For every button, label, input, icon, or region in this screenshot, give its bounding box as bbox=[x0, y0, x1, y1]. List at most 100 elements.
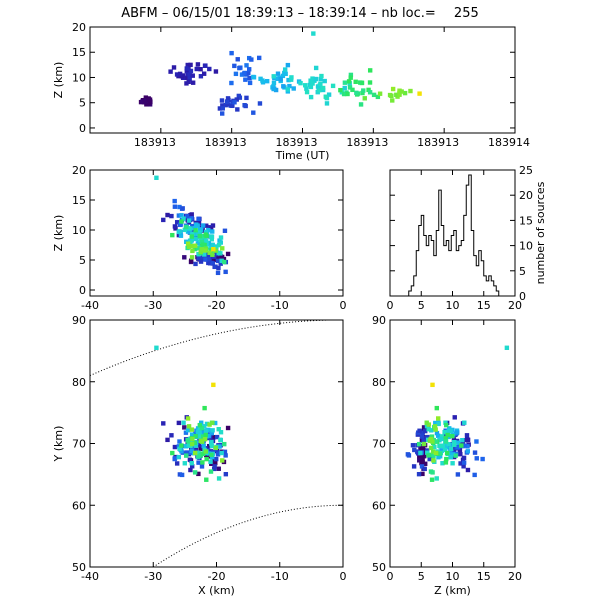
z-y-point bbox=[419, 464, 425, 469]
time-point bbox=[366, 87, 371, 93]
x-z-point bbox=[178, 233, 184, 238]
z-y-point bbox=[436, 455, 441, 460]
x-y-point bbox=[208, 459, 213, 464]
time-point bbox=[399, 89, 404, 94]
x-z-point bbox=[196, 246, 201, 251]
z-y-point bbox=[429, 428, 434, 433]
time-point bbox=[287, 83, 292, 89]
time-point bbox=[360, 90, 365, 96]
time-point bbox=[281, 84, 286, 89]
z-y-point bbox=[432, 444, 437, 450]
time-point bbox=[311, 31, 316, 36]
z-y-point bbox=[451, 437, 457, 442]
x-y-point bbox=[210, 428, 215, 433]
z-y-point bbox=[480, 456, 485, 462]
time-point bbox=[194, 66, 199, 72]
time-point bbox=[285, 87, 291, 92]
z-y-point bbox=[457, 447, 463, 453]
z-y-point bbox=[420, 459, 425, 465]
x-z-point bbox=[204, 223, 209, 228]
x-y-point bbox=[210, 455, 215, 460]
x-y-point bbox=[223, 453, 228, 458]
time-point bbox=[275, 76, 280, 81]
x-y-point bbox=[186, 424, 192, 429]
x-z-point bbox=[197, 255, 202, 260]
x-z-point bbox=[189, 234, 194, 239]
x-y-point bbox=[196, 471, 201, 477]
x-y-point bbox=[202, 405, 207, 411]
x-y-point bbox=[169, 433, 174, 438]
x-z-point bbox=[218, 261, 223, 266]
figure-title: ABFM – 06/15/01 18:39:13 – 18:39:14 – nb… bbox=[121, 6, 479, 21]
time-point bbox=[313, 76, 318, 82]
time-ytick-label: 15 bbox=[72, 46, 86, 59]
x-z-point bbox=[154, 175, 159, 180]
time-point bbox=[242, 70, 247, 76]
time-point bbox=[142, 99, 147, 105]
time-point bbox=[271, 80, 277, 86]
time-point bbox=[143, 95, 149, 100]
z-y-point bbox=[448, 454, 453, 460]
x-y-point bbox=[192, 450, 198, 456]
time-point bbox=[308, 94, 314, 100]
z-y-point bbox=[462, 420, 467, 425]
z-y-point bbox=[444, 456, 449, 462]
x-y-point bbox=[199, 439, 204, 444]
x-z-point bbox=[188, 240, 193, 245]
x-y-point bbox=[196, 450, 201, 455]
time-point bbox=[367, 68, 373, 73]
time-point bbox=[237, 95, 243, 100]
z-y-ytick-label: 50 bbox=[372, 561, 386, 574]
z-y-point bbox=[418, 446, 423, 451]
x-z-point bbox=[194, 222, 199, 227]
x-z-point bbox=[203, 257, 208, 262]
z-y-point bbox=[421, 441, 427, 447]
time-height-panel: 183913 183913 183913 183913 183913 183914 0 5 10… bbox=[52, 21, 530, 162]
x-y-point bbox=[225, 425, 231, 431]
z-y-point bbox=[434, 439, 439, 444]
x-z-point bbox=[172, 198, 177, 204]
x-z-point bbox=[174, 220, 180, 225]
x-y-point bbox=[192, 470, 198, 475]
x-y-point bbox=[189, 427, 195, 432]
time-point bbox=[282, 67, 288, 72]
z-y-point bbox=[436, 421, 441, 427]
x-z-point bbox=[210, 252, 215, 257]
time-point bbox=[361, 88, 366, 93]
time-ytick-label: 5 bbox=[79, 97, 86, 110]
time-point bbox=[318, 76, 323, 82]
x-z-point bbox=[218, 240, 223, 245]
time-point bbox=[324, 101, 330, 106]
histogram-xtick-label: 20 bbox=[508, 299, 522, 312]
x-y-point bbox=[189, 461, 194, 466]
time-point bbox=[264, 78, 270, 84]
z-y-point bbox=[417, 428, 422, 433]
range-ring-lower bbox=[152, 504, 343, 567]
x-y-point bbox=[209, 443, 214, 449]
time-point bbox=[184, 66, 189, 71]
z-y-point bbox=[460, 437, 465, 443]
time-point bbox=[330, 83, 336, 89]
x-z-point bbox=[189, 212, 194, 217]
time-point bbox=[220, 106, 225, 111]
time-point bbox=[289, 75, 294, 80]
time-point bbox=[288, 77, 294, 82]
time-point bbox=[375, 94, 381, 100]
time-point bbox=[232, 100, 237, 105]
z-y-point bbox=[436, 433, 441, 438]
z-y-point bbox=[440, 461, 445, 466]
z-y-point bbox=[430, 382, 435, 388]
x-z-point bbox=[182, 255, 187, 260]
time-point bbox=[201, 71, 207, 76]
x-y-ylabel: Y (km) bbox=[52, 426, 65, 463]
x-y-point bbox=[193, 433, 198, 439]
time-point bbox=[190, 73, 195, 78]
z-y-point bbox=[437, 443, 442, 449]
time-point bbox=[345, 91, 350, 97]
z-y-point bbox=[425, 448, 430, 453]
x-y-point bbox=[211, 457, 217, 463]
z-y-point bbox=[416, 471, 422, 477]
z-y-point bbox=[422, 466, 427, 472]
x-z-point bbox=[207, 250, 212, 255]
